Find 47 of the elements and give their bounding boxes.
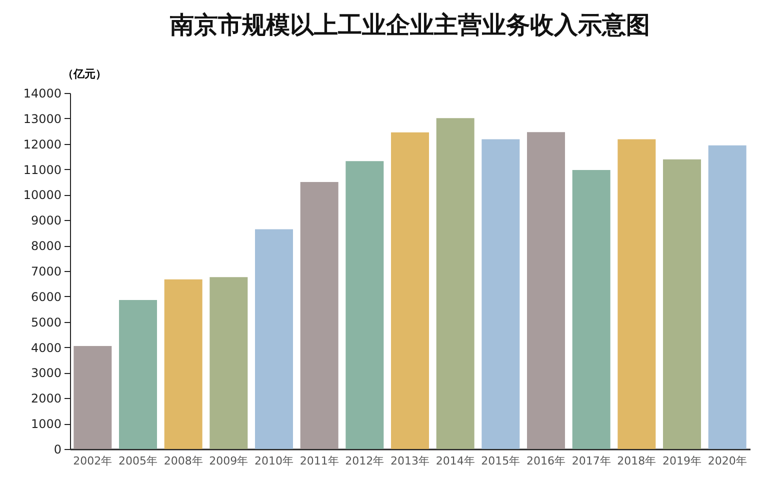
y-tick-label: 8000 [30,239,62,254]
y-tick-label: 0 [54,442,62,456]
bar [482,139,520,449]
x-tick-label: 2019年 [662,454,702,468]
y-tick-label: 7000 [30,264,62,278]
x-tick-label: 2020年 [708,454,747,468]
y-tick-label: 5000 [30,315,62,330]
y-tick-label: 14000 [23,86,62,100]
y-tick-label: 11000 [23,162,62,177]
bar [436,118,474,449]
x-tick-label: 2010年 [254,454,294,468]
bar [164,279,202,449]
bar [663,159,701,449]
x-tick-label: 2014年 [436,454,475,468]
x-tick-label: 2015年 [481,454,520,468]
x-tick-label: 2005年 [118,454,158,468]
bar [119,300,157,449]
y-tick-label: 2000 [30,392,62,406]
y-tick-label: 9000 [30,214,62,228]
x-tick-label: 2009年 [209,454,248,468]
x-tick-label: 2017年 [572,454,611,468]
bar [391,132,429,449]
bar [346,161,384,449]
bar [210,277,248,449]
x-tick-label: 2016年 [526,454,566,468]
x-tick-label: 2008年 [164,454,203,468]
bar [255,229,293,449]
x-tick-label: 2012年 [345,454,384,468]
y-tick-label: 1000 [30,417,62,432]
y-tick-label: 10000 [23,188,62,202]
bar [527,132,565,449]
y-tick-label: 4000 [30,340,62,355]
bar [572,170,610,449]
bar [618,139,656,449]
y-axis-title: （亿元） [62,68,106,80]
y-tick-label: 13000 [23,112,62,126]
bar [300,182,338,449]
y-tick-label: 6000 [30,290,62,304]
x-tick-label: 2018年 [617,454,656,468]
y-tick-label: 3000 [30,366,62,380]
x-tick-label: 2011年 [300,454,339,468]
x-tick-label: 2002年 [73,454,112,468]
bar [708,145,746,449]
y-tick-label: 12000 [23,137,62,152]
x-tick-label: 2013年 [390,454,430,468]
chart-title: 南京市规模以上工业企业主营业务收入示意图 [169,10,650,39]
bar [74,346,112,449]
